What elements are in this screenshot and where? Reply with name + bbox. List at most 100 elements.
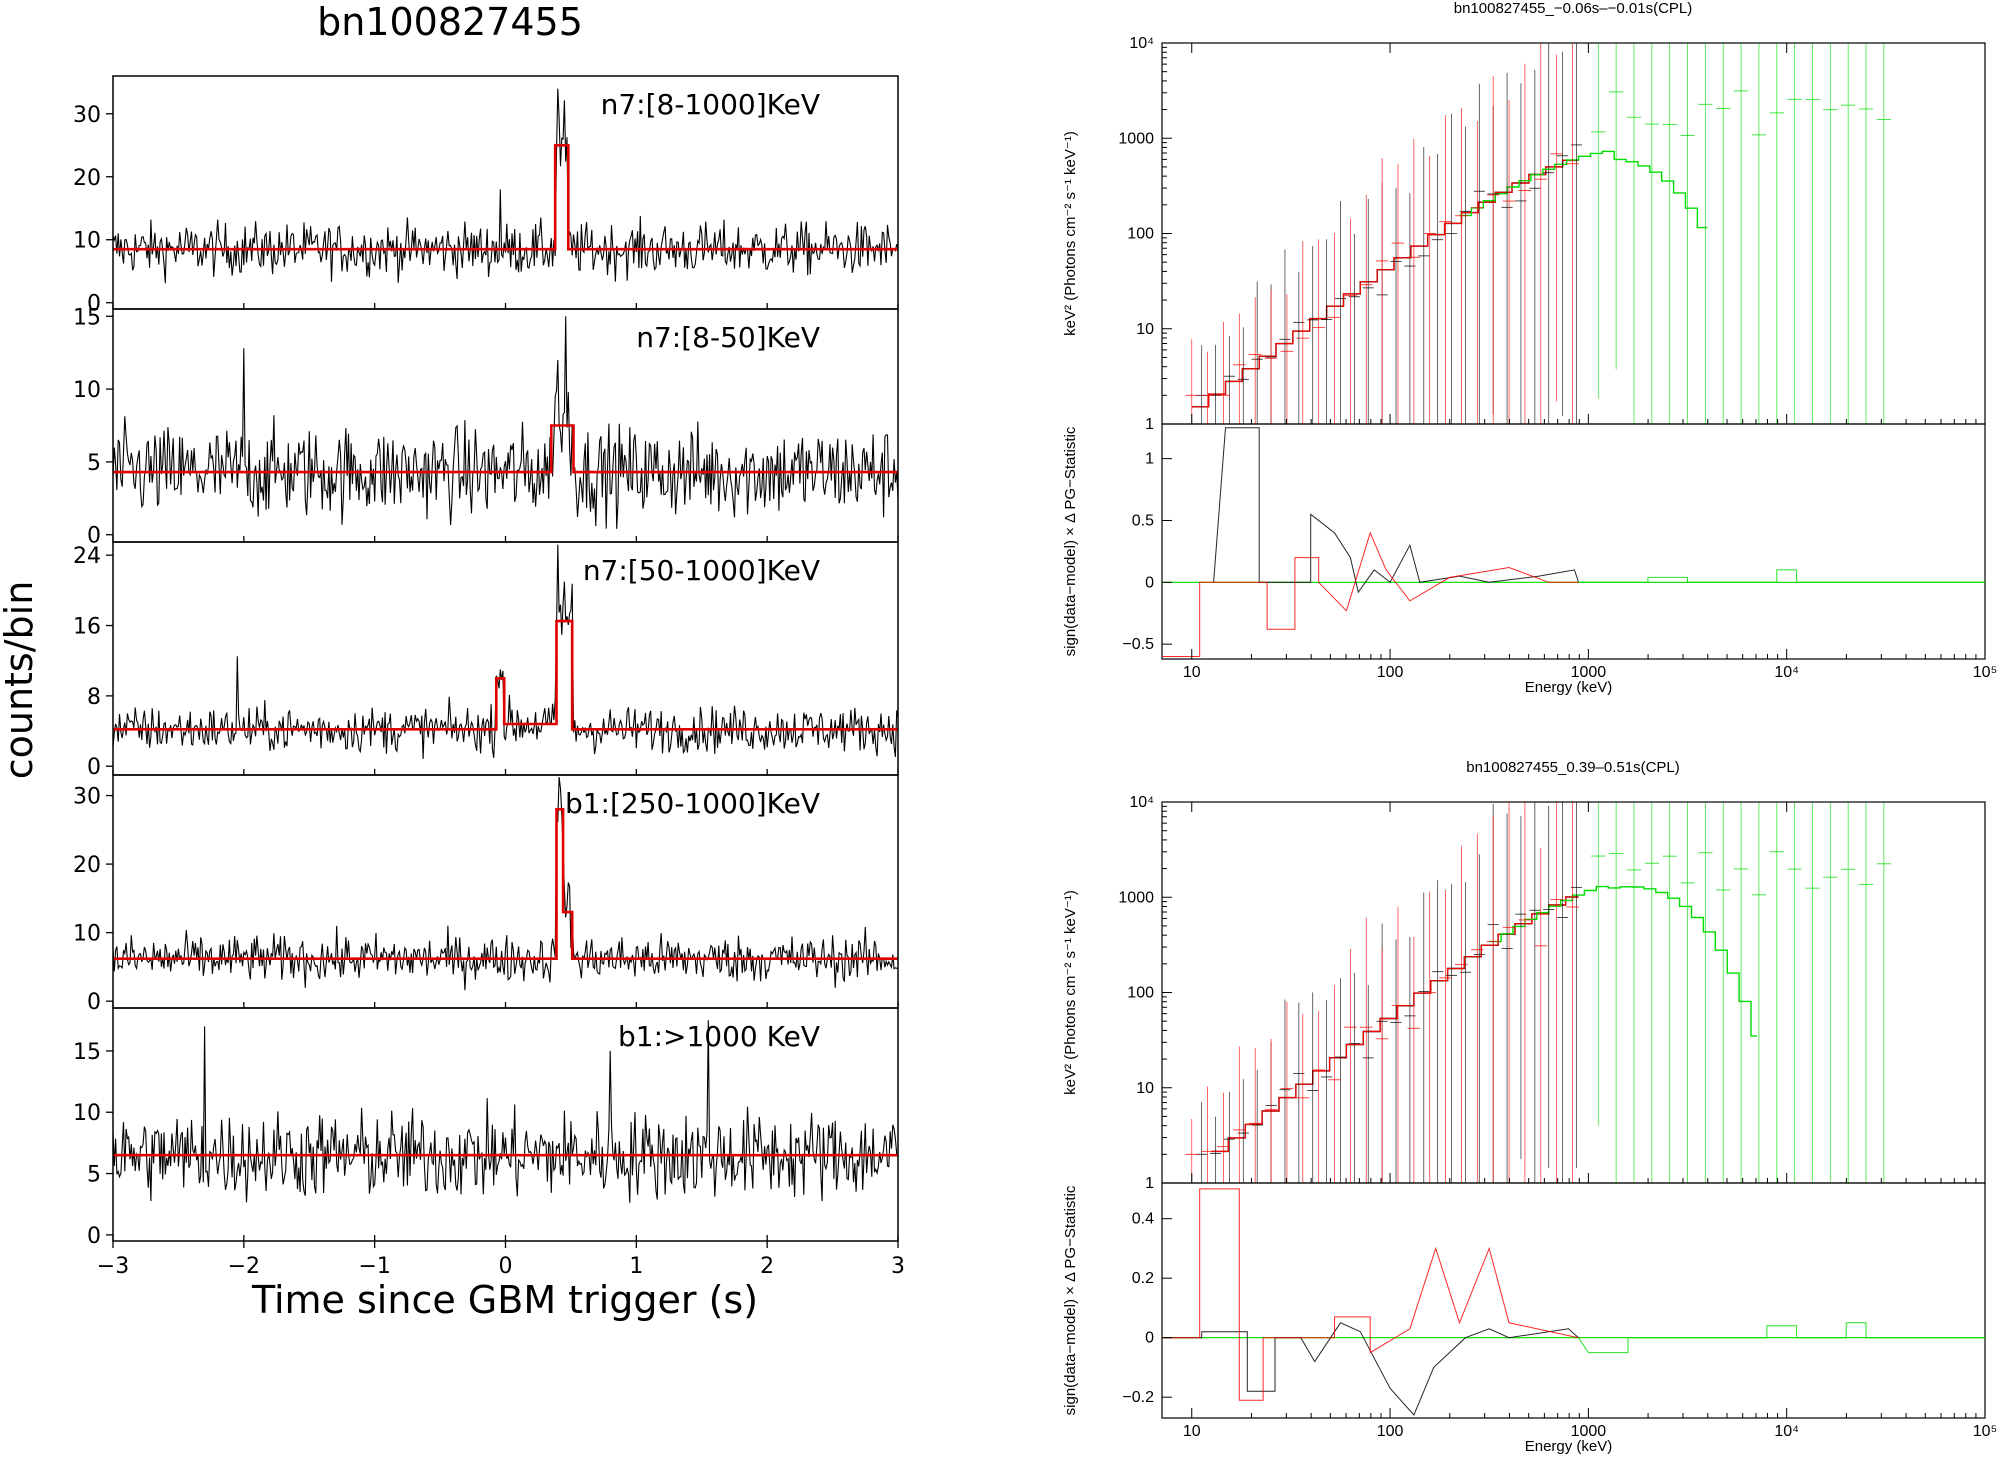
lightcurve-panel: 0 10 20 30 b1:[250-1000]KeV [73,774,899,1015]
lightcurve-xtick-label: −3 [97,1254,129,1279]
spectrum-top-frame [1161,801,1986,1184]
lightcurve-ytick-label: 30 [73,785,101,810]
lightcurve-ytick-label: 0 [87,755,101,780]
spectrum-residual-frame [1161,1182,1986,1419]
lightcurve-ytick-label: 0 [87,292,101,317]
lightcurve-ytick-label: 0 [87,524,101,549]
lightcurve-counts-line [112,544,899,759]
lightcurve-counts-line [112,316,899,529]
spectrum-residual-ytick-label: 0 [1145,574,1154,591]
spectrum-xlabel: Energy (keV) [1525,679,1613,696]
spectrum-ytick-label: 10 [1136,1080,1154,1097]
spectrum-xtick-label: 10⁵ [1973,1423,1997,1440]
lightcurve-xtick-label: 0 [499,1254,513,1279]
lightcurve-ytick-label: 8 [87,685,101,710]
lightcurve-panel-label: n7:[50-1000]KeV [583,554,820,587]
lightcurve-panel-label: b1:>1000 KeV [618,1020,820,1053]
spectrum-model-step [1211,896,1579,1153]
spectrum-xtick-label: 10 [1183,664,1201,681]
spectrum-model-step [1211,896,1579,1153]
lightcurve-panel: 0 5 10 15 n7:[8-50]KeV [73,305,899,549]
spectrum-ytick-label: 1 [1145,1175,1154,1192]
spectrum-ytick-label: 1000 [1118,130,1154,147]
lightcurve-model-line [113,424,898,474]
lightcurve-panel-label: n7:[8-50]KeV [636,321,820,354]
lightcurve-counts-line [112,88,899,284]
spectrum-ytick-label: 10⁴ [1129,794,1154,811]
lightcurve-xlabel: Time since GBM trigger (s) [251,1278,758,1322]
spectrum1: 1 10 100 1000 10⁴ −0.5 0 0.5 1 10 100 1000 10⁴ 10⁵ Ene… [1062,35,1997,696]
lightcurve-panel-label: b1:[250-1000]KeV [565,787,820,820]
spectrum-xlabel: Energy (keV) [1525,1438,1613,1455]
spectrum-residual-line [1162,1188,1579,1401]
spectrum-ylabel-top: keV² (Photons cm⁻² s⁻¹ keV⁻¹) [1062,890,1079,1095]
lightcurve-ytick-label: 10 [73,1101,101,1126]
lightcurve-xtick-label: −2 [228,1254,260,1279]
lightcurve-model-line [113,144,898,251]
lightcurve-ytick-label: 0 [87,1224,101,1249]
lightcurve-xtick-label: −1 [358,1254,390,1279]
spectrum-residual-ytick-label: −0.5 [1122,636,1154,653]
spectrum-ytick-label: 10⁴ [1129,35,1154,52]
spectrum-residual-ytick-label: 0.4 [1132,1211,1154,1228]
spectrum2-title: bn100827455_0.39–0.51s(CPL) [1466,759,1680,776]
spectrum-xtick-label: 100 [1377,1423,1404,1440]
lightcurve-panel: 0 10 20 30 n7:[8-1000]KeV [73,75,899,317]
lightcurve-ytick-label: 16 [73,615,101,640]
spectrum-xtick-label: 100 [1377,664,1404,681]
spectrum-model-step [1191,159,1579,408]
lightcurve-ytick-label: 10 [73,378,101,403]
lightcurve-ylabel: counts/bin [0,581,41,780]
spectrum-ytick-label: 100 [1127,985,1154,1002]
lightcurve-ytick-label: 0 [87,990,101,1015]
lightcurve-model-line [113,807,898,961]
spectrum-ytick-label: 1 [1145,416,1154,433]
spectrum-ytick-label: 10 [1136,321,1154,338]
lightcurve-model-line [113,619,898,731]
lightcurve-ytick-label: 20 [73,166,101,191]
spectrum-residual-ytick-label: 1 [1145,451,1154,468]
lightcurve-xtick-label: 3 [891,1254,905,1279]
lightcurve-ytick-label: 5 [87,451,101,476]
lightcurve-ytick-label: 15 [73,1040,101,1065]
spectrum-model-step [1191,159,1579,408]
spectrum-xtick-label: 10⁴ [1774,1423,1799,1440]
lightcurve-ytick-label: 24 [73,544,101,569]
spectrum-residual-frame [1161,423,1986,660]
spectrum-residual-line [1213,427,1579,594]
spectrum2: 1 10 100 1000 10⁴ −0.2 0 0.2 0.4 10 100 1000 10⁴ 10⁵ E… [1062,794,1997,1455]
spectrum-xtick-label: 10 [1183,1423,1201,1440]
lightcurve-counts-line [112,777,899,991]
spectrum-residual-line [1162,1322,1579,1416]
spectrum-ylabel-bottom: sign(data−model) × Δ PG−Statistic [1062,1185,1079,1415]
spectrum-xtick-label: 1000 [1571,1423,1607,1440]
spectrum1-title: bn100827455_−0.06s–−0.01s(CPL) [1454,0,1693,17]
spectrum-residual-ytick-label: 0 [1145,1330,1154,1347]
lightcurve-ytick-label: 10 [73,922,101,947]
spectrum-residual-line [1162,531,1579,657]
lightcurve-ytick-label: 30 [73,103,101,128]
spectrum-residual-ytick-label: 0.2 [1132,1270,1154,1287]
spectrum-top-frame [1161,42,1986,425]
spectrum-ytick-label: 100 [1127,226,1154,243]
spectrum-residual-line [1578,1322,1985,1354]
lightcurve-panel-label: n7:[8-1000]KeV [601,88,820,121]
spectrum-xtick-label: 10⁴ [1774,664,1799,681]
lightcurve-title: bn100827455 [317,0,583,44]
spectrum-ytick-label: 1000 [1118,889,1154,906]
lightcurve-counts-line [112,1020,899,1203]
lightcurve-ytick-label: 20 [73,853,101,878]
spectrum-residual-ytick-label: 0.5 [1132,512,1154,529]
spectrum-ylabel-top: keV² (Photons cm⁻² s⁻¹ keV⁻¹) [1062,131,1079,336]
spectrum-model-step [1459,150,1708,229]
spectrum-xtick-label: 1000 [1571,664,1607,681]
lightcurve-ytick-label: 10 [73,229,101,254]
lightcurve-xtick-label: 1 [629,1254,643,1279]
spectrum-ylabel-bottom: sign(data−model) × Δ PG−Statistic [1062,426,1079,656]
lightcurve-xtick-label: 2 [760,1254,774,1279]
lightcurve-ytick-label: 5 [87,1163,101,1188]
spectrum-model-step [1489,885,1757,1037]
spectrum-xtick-label: 10⁵ [1973,664,1997,681]
